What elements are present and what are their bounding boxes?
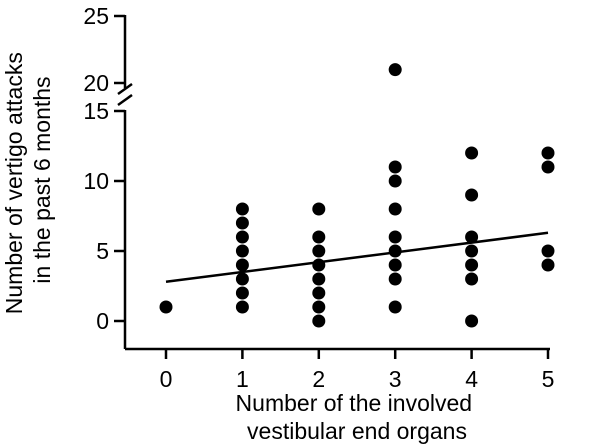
- x-tick-label: 3: [389, 366, 402, 392]
- data-point: [235, 272, 249, 286]
- data-point: [159, 300, 173, 314]
- y-tick-label: 15: [83, 98, 109, 124]
- y-axis-title: Number of vertigo attacks in the past 6 …: [1, 46, 55, 314]
- data-point: [235, 300, 249, 314]
- data-point: [388, 230, 402, 244]
- data-point: [541, 160, 555, 174]
- x-axis-title: Number of the involved vestibular end or…: [236, 390, 479, 444]
- y-tick-label: 5: [96, 238, 109, 264]
- axis-titles: Number of vertigo attacks in the past 6 …: [1, 46, 479, 444]
- data-point: [312, 258, 326, 272]
- data-point: [388, 272, 402, 286]
- x-tick-label: 4: [465, 366, 478, 392]
- y-tick-label: 20: [83, 70, 109, 96]
- axis-break-mark-upper: [117, 82, 133, 96]
- y-axis-title-line-2: in the past 6 months: [29, 76, 55, 283]
- data-point: [235, 216, 249, 230]
- data-point: [312, 300, 326, 314]
- axis-break-mark-lower: [117, 93, 133, 107]
- data-point: [388, 244, 402, 258]
- data-point: [312, 314, 326, 328]
- x-tick-label: 5: [542, 366, 555, 392]
- x-tick-label: 1: [236, 366, 249, 392]
- data-point: [235, 230, 249, 244]
- data-point: [235, 286, 249, 300]
- y-tick-label: 0: [96, 308, 109, 334]
- data-points: [159, 63, 555, 328]
- data-point: [235, 258, 249, 272]
- data-point: [465, 272, 479, 286]
- data-point: [465, 258, 479, 272]
- data-point: [388, 300, 402, 314]
- trend-line: [165, 231, 549, 284]
- data-point: [312, 272, 326, 286]
- x-axis-title-line-1: Number of the involved: [236, 390, 473, 416]
- data-point: [465, 314, 479, 328]
- data-point: [541, 244, 555, 258]
- y-tick-label: 10: [83, 168, 109, 194]
- data-point: [235, 202, 249, 216]
- data-point: [312, 230, 326, 244]
- data-point: [388, 258, 402, 272]
- x-tick-label: 0: [160, 366, 173, 392]
- data-point: [465, 188, 479, 202]
- data-point: [312, 202, 326, 216]
- data-point: [235, 244, 249, 258]
- trend-line-group: [165, 231, 549, 284]
- data-point: [312, 244, 326, 258]
- x-axis-title-line-2: vestibular end organs: [247, 418, 467, 444]
- data-point: [388, 63, 402, 77]
- data-point: [388, 202, 402, 216]
- data-point: [465, 244, 479, 258]
- data-point: [388, 174, 402, 188]
- y-tick-label: 25: [83, 3, 109, 29]
- y-axis-title-line-1: Number of vertigo attacks: [1, 52, 27, 314]
- data-point: [388, 160, 402, 174]
- data-point: [465, 146, 479, 160]
- data-point: [541, 146, 555, 160]
- data-point: [465, 230, 479, 244]
- data-point: [541, 258, 555, 272]
- data-point: [312, 286, 326, 300]
- x-tick-label: 2: [312, 366, 325, 392]
